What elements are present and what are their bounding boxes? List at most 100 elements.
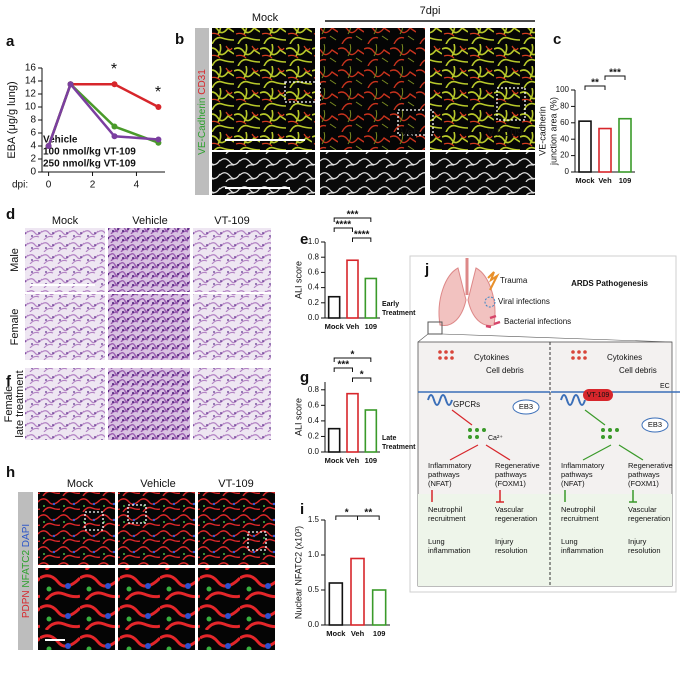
pathway: (NFAT) xyxy=(428,479,452,488)
bar xyxy=(598,127,612,173)
cause: Bacterial infections xyxy=(504,317,571,326)
cytokine-dot xyxy=(583,356,587,360)
x-tick-label: Mock xyxy=(575,176,595,185)
stimulus: Cell debris xyxy=(486,366,524,375)
micrograph xyxy=(118,568,195,650)
note: Late xyxy=(382,435,397,442)
x-tick-label: Mock xyxy=(325,322,345,331)
micrograph xyxy=(118,492,195,565)
significance: *** xyxy=(337,360,349,371)
micrograph xyxy=(25,228,105,292)
column-header: Vehicle xyxy=(132,215,167,227)
panel-label: d xyxy=(6,206,15,223)
panel-label: c xyxy=(553,31,561,48)
cytokine-dot xyxy=(577,350,581,354)
bar xyxy=(350,557,365,626)
calcium-dot xyxy=(608,435,612,439)
note: Early xyxy=(382,301,399,308)
micrograph xyxy=(193,294,271,360)
calcium-dot xyxy=(608,428,612,432)
y-tick-label: 4 xyxy=(30,141,36,152)
stain-name: VE-Cadherin xyxy=(197,98,208,155)
bar xyxy=(327,427,341,453)
drug-pill xyxy=(583,389,613,401)
drug-label: VT-109 xyxy=(587,392,610,399)
significance: * xyxy=(111,61,117,78)
x-tick-label: 109 xyxy=(373,629,386,638)
eb3-label: EB3 xyxy=(648,420,662,429)
x-tick-label: 2 xyxy=(90,180,96,191)
bar xyxy=(618,117,632,173)
y-tick-label: 0.4 xyxy=(308,416,320,425)
x-tick-label: Mock xyxy=(326,629,346,638)
y-axis-label: junction area (%) xyxy=(548,97,558,166)
bar xyxy=(328,582,344,626)
cause: Viral infections xyxy=(498,297,550,306)
cytokine-dot xyxy=(571,356,575,360)
pathway: pathways xyxy=(495,470,527,479)
pathway: (NFAT) xyxy=(561,479,585,488)
inset-box xyxy=(127,504,147,524)
bar xyxy=(346,259,359,319)
arrow xyxy=(449,409,511,461)
micrograph xyxy=(108,228,190,292)
inset-label: VT-109 xyxy=(487,127,522,139)
y-tick-label: 2 xyxy=(30,154,36,165)
outcome: regeneration xyxy=(628,514,670,523)
significance-bracket xyxy=(352,377,372,382)
arrow xyxy=(629,490,637,503)
inset-box xyxy=(284,81,321,103)
pathway: Regenerative xyxy=(628,461,673,470)
micrograph xyxy=(430,152,535,195)
legend-entry: Vehicle xyxy=(43,135,78,146)
outcome: Lung xyxy=(428,537,445,546)
significance: **** xyxy=(354,230,370,241)
significance-bracket xyxy=(357,515,380,520)
significance: ** xyxy=(364,508,372,519)
cytokine-dot xyxy=(450,350,454,354)
data-point xyxy=(155,104,162,110)
micrograph xyxy=(198,568,275,650)
data-point xyxy=(155,136,162,143)
significance: * xyxy=(345,508,349,519)
micrograph xyxy=(108,294,190,360)
y-tick-label: 0.0 xyxy=(308,313,320,322)
panel-label: i xyxy=(300,501,304,518)
micrograph xyxy=(198,492,275,565)
significance-bracket xyxy=(333,227,353,232)
y-tick-label: 60 xyxy=(560,118,569,127)
cytokine-dot xyxy=(450,356,454,360)
outcome: recruitment xyxy=(561,514,599,523)
row-label: late treatment xyxy=(14,370,26,437)
y-tick-label: 14 xyxy=(25,76,37,87)
bacteria-icon xyxy=(485,314,501,329)
y-axis-label: ALI score xyxy=(293,398,303,436)
y-tick-label: 80 xyxy=(560,102,569,111)
y-tick-label: 0 xyxy=(30,167,36,178)
micrograph xyxy=(193,368,271,440)
calcium-dot xyxy=(601,435,605,439)
micrograph xyxy=(38,568,115,650)
outcome: resolution xyxy=(495,546,528,555)
y-tick-label: 12 xyxy=(25,89,37,100)
outcome: Injury xyxy=(628,537,647,546)
y-tick-label: 0.6 xyxy=(308,400,320,409)
cytokine-dot xyxy=(583,350,587,354)
pathway: Regenerative xyxy=(495,461,540,470)
outcome: inflammation xyxy=(428,546,471,555)
y-tick-label: 0.5 xyxy=(308,585,320,594)
y-tick-label: 0.4 xyxy=(308,283,320,292)
x-tick-label: Veh xyxy=(346,456,360,465)
x-tick-label: 109 xyxy=(619,176,632,185)
bar xyxy=(371,589,387,626)
y-tick-label: 1.0 xyxy=(308,237,320,246)
calcium-dot xyxy=(468,428,472,432)
calcium-dot xyxy=(482,428,486,432)
stimulus: Cytokines xyxy=(607,353,642,362)
y-tick-label: 0.2 xyxy=(308,432,320,441)
significance-bracket xyxy=(333,367,353,372)
x-tick-label: Veh xyxy=(346,322,360,331)
eb3-oval xyxy=(512,399,540,415)
outcome: inflammation xyxy=(561,546,604,555)
